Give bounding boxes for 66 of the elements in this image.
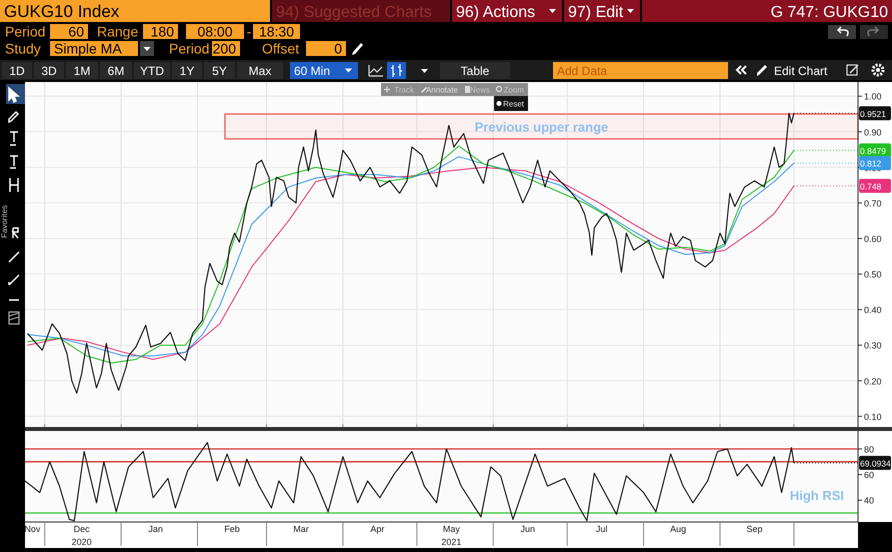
text: Simple MA [54, 40, 122, 57]
y-tick-label: 0.40 [864, 305, 882, 316]
y-tick-label: 40 [864, 496, 874, 506]
text: 08:00 [197, 24, 233, 40]
text: 5Y [212, 64, 227, 78]
x-tick-label: May 2021 [441, 524, 462, 547]
y-tick-label: 0.70 [864, 198, 882, 208]
text: 97) Edit [568, 4, 624, 21]
y-tick-label: 80 [864, 444, 874, 454]
data-label: 0.9521 [860, 108, 886, 119]
band-label: Previous upper range [474, 119, 608, 134]
y-tick-label: 0.60 [864, 234, 882, 244]
data-label: 0.748 [860, 181, 882, 192]
annotation: Track [394, 85, 415, 94]
text: 1Y [180, 64, 194, 78]
text: 0 [334, 40, 342, 57]
text: 3D [41, 64, 57, 78]
x-tick-label: Feb [224, 524, 240, 534]
text: Favorites [0, 205, 9, 238]
y-tick-label: 60 [864, 470, 874, 480]
text: Study [5, 40, 41, 57]
x-tick-label: Jul [596, 524, 608, 534]
chart-title: GUKG10 Index [4, 2, 120, 21]
text: 200 [212, 40, 236, 57]
text: YTD [140, 64, 164, 78]
text: Max [248, 64, 272, 78]
y-tick-label: 0.90 [864, 127, 882, 138]
x-tick-label: Jun [520, 524, 536, 534]
x-tick-label: Apr [370, 524, 384, 534]
x-tick-label: Sep [746, 524, 762, 534]
x-tick-label: Jan [148, 524, 163, 534]
text: Add Data [557, 64, 608, 78]
y-tick-label: 0.10 [864, 412, 882, 422]
x-tick-label: Dec 2020 [72, 524, 92, 547]
text: 94) Suggested Charts [276, 4, 432, 21]
x-tick-label: Aug [670, 524, 686, 534]
text: 60 [68, 24, 84, 40]
text: Table [460, 64, 490, 78]
text: - [246, 24, 252, 40]
text: Range [97, 24, 138, 40]
annotation: High RSI [790, 488, 844, 503]
text: 6M [108, 64, 124, 78]
y-tick-label: 0.30 [864, 340, 882, 351]
x-tick-label: Mar [293, 524, 309, 534]
text: 1M [74, 64, 90, 78]
text: Offset [262, 40, 300, 57]
text: 60 Min [294, 64, 330, 78]
text: G 747: GUKG10 [770, 4, 888, 21]
text: Period [5, 24, 46, 40]
annotation: Zoom [504, 85, 524, 94]
data-label: 0.812 [860, 158, 882, 169]
y-tick-label: 1.00 [864, 92, 882, 102]
annotation: News [470, 85, 490, 94]
text: Period [169, 40, 210, 57]
text: 96) Actions [456, 4, 536, 21]
y-tick-label: 0.50 [864, 270, 882, 280]
annotation: Reset [503, 99, 525, 108]
y-tick-label: 0.20 [864, 376, 882, 386]
annotation: Annotate [426, 85, 459, 94]
text: Edit Chart [774, 64, 828, 78]
text: 18:30 [258, 24, 294, 40]
data-label: 0.8479 [860, 146, 886, 156]
text: 180 [150, 24, 174, 40]
x-tick-label: Nov [24, 524, 41, 534]
text: 1D [9, 64, 25, 78]
data-label: 69.0934 [860, 458, 891, 468]
